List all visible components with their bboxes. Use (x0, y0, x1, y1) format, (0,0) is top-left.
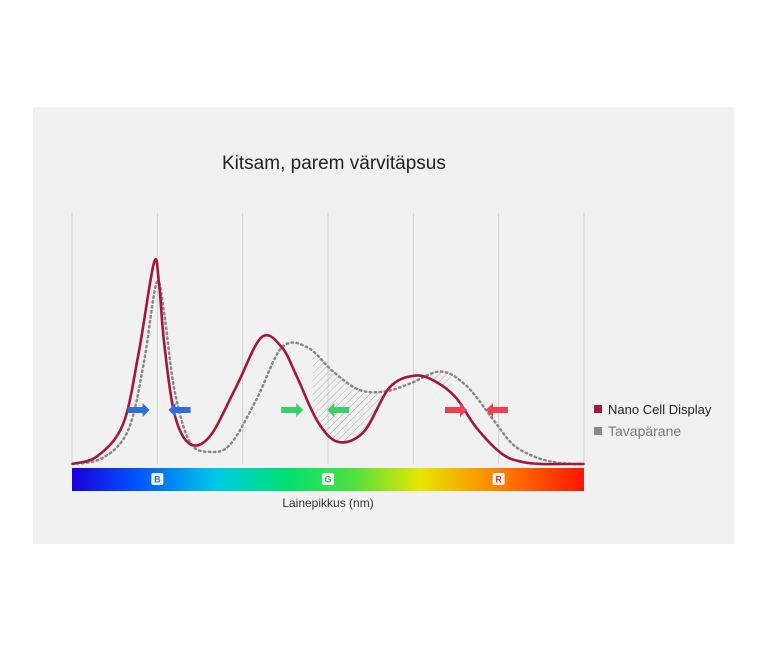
svg-text:G: G (324, 475, 331, 485)
legend: Nano Cell Display Tavapärane (594, 398, 711, 442)
band-label-g: G (322, 473, 334, 485)
series-line-nano-cell (71, 258, 584, 466)
chart-title: Kitsam, parem värvitäpsus (222, 153, 446, 174)
shift-arrow-right-icon (281, 403, 304, 417)
shift-arrow-left-icon (168, 403, 191, 417)
gap-hatch-region (312, 350, 451, 464)
svg-text:R: R (495, 475, 502, 485)
legend-label-nano-cell: Nano Cell Display (608, 401, 712, 417)
legend-item-nano-cell: Nano Cell Display (594, 398, 711, 420)
band-label-b: B (151, 473, 164, 485)
legend-item-conventional: Tavapärane (594, 420, 711, 442)
shift-arrow-right-icon (445, 403, 467, 417)
x-axis-label: Lainepikkus (nm) (282, 496, 374, 510)
svg-text:B: B (154, 475, 161, 485)
band-label-r: R (492, 473, 505, 485)
legend-swatch-conventional (594, 427, 602, 435)
shift-arrow-right-icon (127, 403, 150, 417)
shift-arrow-left-icon (327, 403, 350, 417)
hatch-fill (312, 350, 451, 464)
legend-swatch-nano-cell (594, 405, 602, 413)
legend-label-conventional: Tavapärane (608, 423, 682, 439)
shift-arrow-left-icon (485, 403, 508, 417)
series-line-conventional (70, 280, 586, 466)
